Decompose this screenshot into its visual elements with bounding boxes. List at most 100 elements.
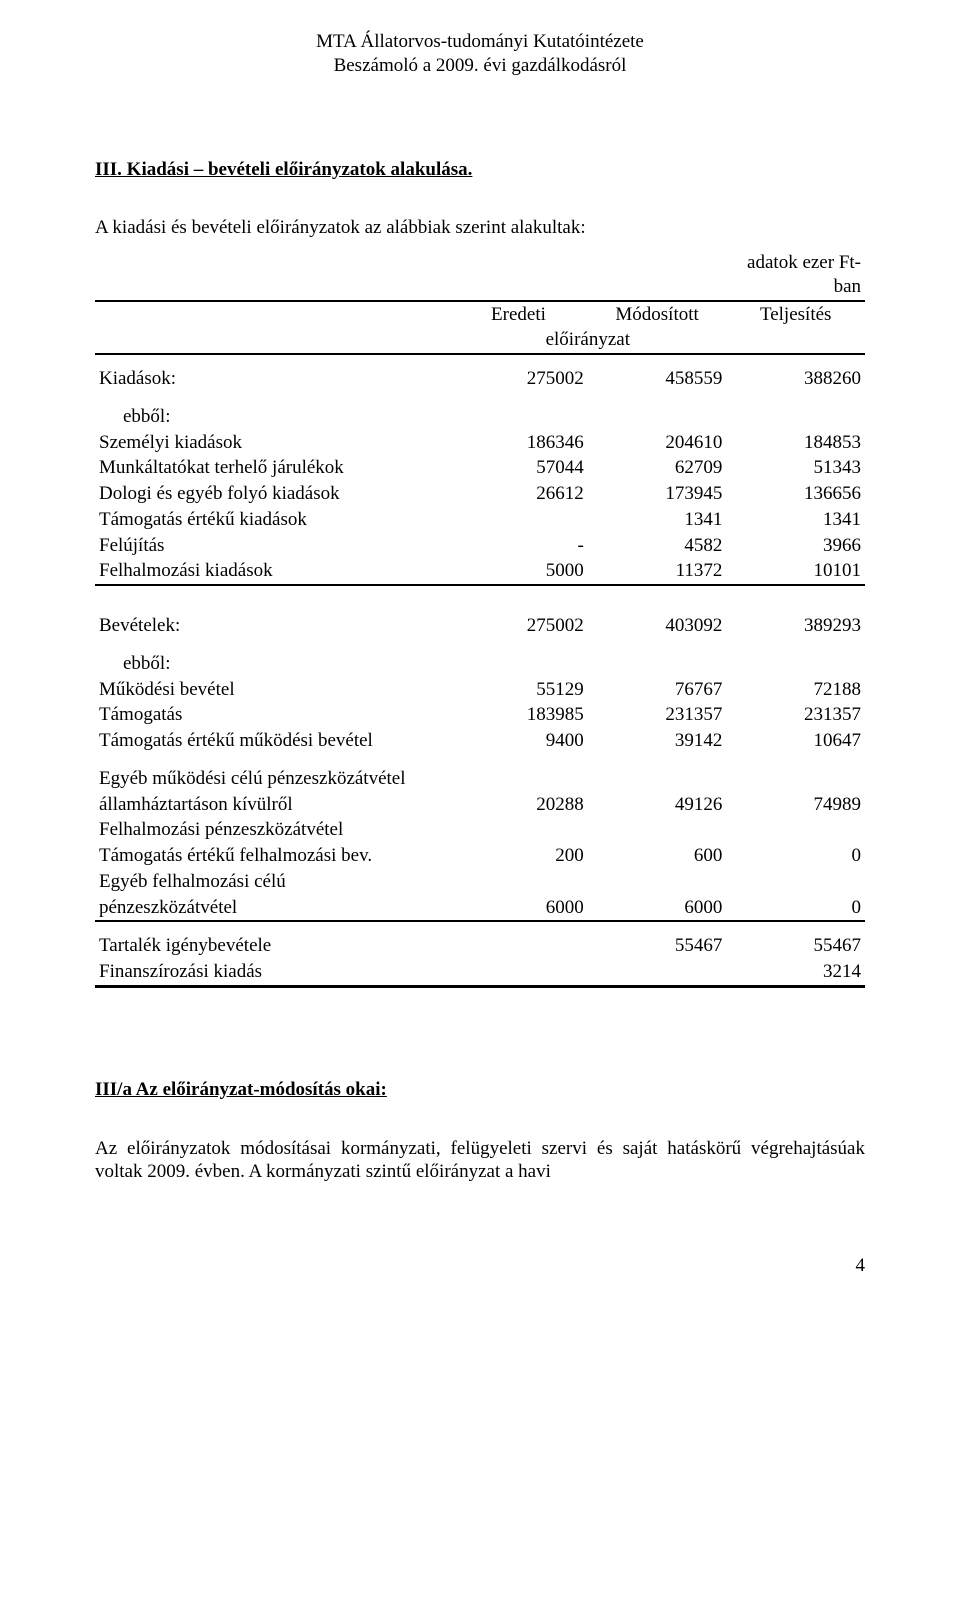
cell: 4582 [588, 533, 727, 559]
cell: 55467 [588, 933, 727, 959]
cell: 72188 [726, 677, 865, 703]
cell: 55467 [726, 933, 865, 959]
unit-label: adatok ezer Ft-ban [726, 250, 865, 301]
row-label: Támogatás [95, 702, 449, 728]
page-number: 4 [95, 1254, 865, 1278]
row-label: Felújítás [95, 533, 449, 559]
cell: - [449, 533, 588, 559]
row-label: Támogatás értékű kiadások [95, 507, 449, 533]
cell: 39142 [588, 728, 727, 754]
cell: 55129 [449, 677, 588, 703]
row-label: Személyi kiadások [95, 430, 449, 456]
table-row: Felhalmozási kiadások 5000 11372 10101 [95, 558, 865, 585]
cell: 10101 [726, 558, 865, 585]
cell: 62709 [588, 455, 727, 481]
subsection-heading: III/a Az előirányzat-módosítás okai: [95, 1078, 865, 1102]
table-row: Működési bevétel 55129 76767 72188 [95, 677, 865, 703]
paragraph-text: Az előirányzatok módosításai kormányzati… [95, 1137, 865, 1185]
kiadasok-label: Kiadások: [95, 366, 449, 392]
table-row: pénzeszközátvétel 6000 6000 0 [95, 895, 865, 922]
cell: 6000 [588, 895, 727, 922]
table-row: Felújítás - 4582 3966 [95, 533, 865, 559]
ebbol-label: ebből: [95, 651, 449, 677]
table-row: Támogatás értékű kiadások 1341 1341 [95, 507, 865, 533]
cell: 200 [449, 843, 588, 869]
col-eloiranyzat: előirányzat [449, 327, 726, 354]
ebbol-row-1: ebből: [95, 404, 865, 430]
table-row: Dologi és egyéb folyó kiadások 26612 173… [95, 481, 865, 507]
row-label: Dologi és egyéb folyó kiadások [95, 481, 449, 507]
finance-table: adatok ezer Ft-ban Eredeti Módosított Te… [95, 250, 865, 988]
cell: 389293 [726, 613, 865, 639]
table-row: Tartalék igénybevétele 55467 55467 [95, 933, 865, 959]
cell: 3966 [726, 533, 865, 559]
row-label: államháztartáson kívülről [95, 792, 449, 818]
table-row: Támogatás értékű felhalmozási bev. 200 6… [95, 843, 865, 869]
row-label: pénzeszközátvétel [95, 895, 449, 922]
cell: 57044 [449, 455, 588, 481]
table-row: Egyéb működési célú pénzeszközátvétel [95, 766, 865, 792]
row-label: Felhalmozási kiadások [95, 558, 449, 585]
cell: 136656 [726, 481, 865, 507]
cell: 5000 [449, 558, 588, 585]
cell: 10647 [726, 728, 865, 754]
cell: 184853 [726, 430, 865, 456]
cell: 186346 [449, 430, 588, 456]
row-label: Finanszírozási kiadás [95, 959, 449, 986]
intro-text: A kiadási és bevételi előirányzatok az a… [95, 216, 865, 240]
table-row: Munkáltatókat terhelő járulékok 57044 62… [95, 455, 865, 481]
cell: 20288 [449, 792, 588, 818]
cell: 173945 [588, 481, 727, 507]
row-label: Egyéb működési célú pénzeszközátvétel [95, 766, 449, 792]
row-label: Tartalék igénybevétele [95, 933, 449, 959]
kiadasok-row: Kiadások: 275002 458559 388260 [95, 366, 865, 392]
cell: 183985 [449, 702, 588, 728]
table-row: államháztartáson kívülről 20288 49126 74… [95, 792, 865, 818]
cell: 9400 [449, 728, 588, 754]
table-row: Támogatás 183985 231357 231357 [95, 702, 865, 728]
row-label: Felhalmozási pénzeszközátvétel [95, 817, 449, 843]
row-label: Támogatás értékű működési bevétel [95, 728, 449, 754]
row-label: Támogatás értékű felhalmozási bev. [95, 843, 449, 869]
table-row: Finanszírozási kiadás 3214 [95, 959, 865, 986]
cell: 49126 [588, 792, 727, 818]
cell: 231357 [726, 702, 865, 728]
row-label: Munkáltatókat terhelő járulékok [95, 455, 449, 481]
cell: 0 [726, 843, 865, 869]
cell: 6000 [449, 895, 588, 922]
ebbol-label: ebből: [95, 404, 449, 430]
row-label: Egyéb felhalmozási célú [95, 869, 449, 895]
section-heading: III. Kiadási – bevételi előirányzatok al… [95, 158, 865, 182]
cell: 26612 [449, 481, 588, 507]
col-teljesites: Teljesítés [726, 301, 865, 328]
cell: 275002 [449, 613, 588, 639]
cell: 403092 [588, 613, 727, 639]
cell: 600 [588, 843, 727, 869]
cell: 231357 [588, 702, 727, 728]
doc-header-line1: MTA Állatorvos-tudományi Kutatóintézete [95, 30, 865, 54]
cell: 204610 [588, 430, 727, 456]
cell: 388260 [726, 366, 865, 392]
column-header-row-1: Eredeti Módosított Teljesítés [95, 301, 865, 328]
row-label: Működési bevétel [95, 677, 449, 703]
bevetelek-row: Bevételek: 275002 403092 389293 [95, 613, 865, 639]
cell: 1341 [588, 507, 727, 533]
ebbol-row-2: ebből: [95, 651, 865, 677]
bevetelek-label: Bevételek: [95, 613, 449, 639]
doc-header-line2: Beszámoló a 2009. évi gazdálkodásról [95, 54, 865, 78]
cell [449, 507, 588, 533]
cell: 51343 [726, 455, 865, 481]
cell: 74989 [726, 792, 865, 818]
cell: 3214 [726, 959, 865, 986]
cell: 275002 [449, 366, 588, 392]
table-row: Támogatás értékű működési bevétel 9400 3… [95, 728, 865, 754]
col-eredeti: Eredeti [449, 301, 588, 328]
table-row: Felhalmozási pénzeszközátvétel [95, 817, 865, 843]
col-modositott: Módosított [588, 301, 727, 328]
cell: 1341 [726, 507, 865, 533]
unit-row: adatok ezer Ft-ban [95, 250, 865, 301]
cell: 11372 [588, 558, 727, 585]
cell: 0 [726, 895, 865, 922]
table-row: Egyéb felhalmozási célú [95, 869, 865, 895]
column-header-row-2: előirányzat [95, 327, 865, 354]
